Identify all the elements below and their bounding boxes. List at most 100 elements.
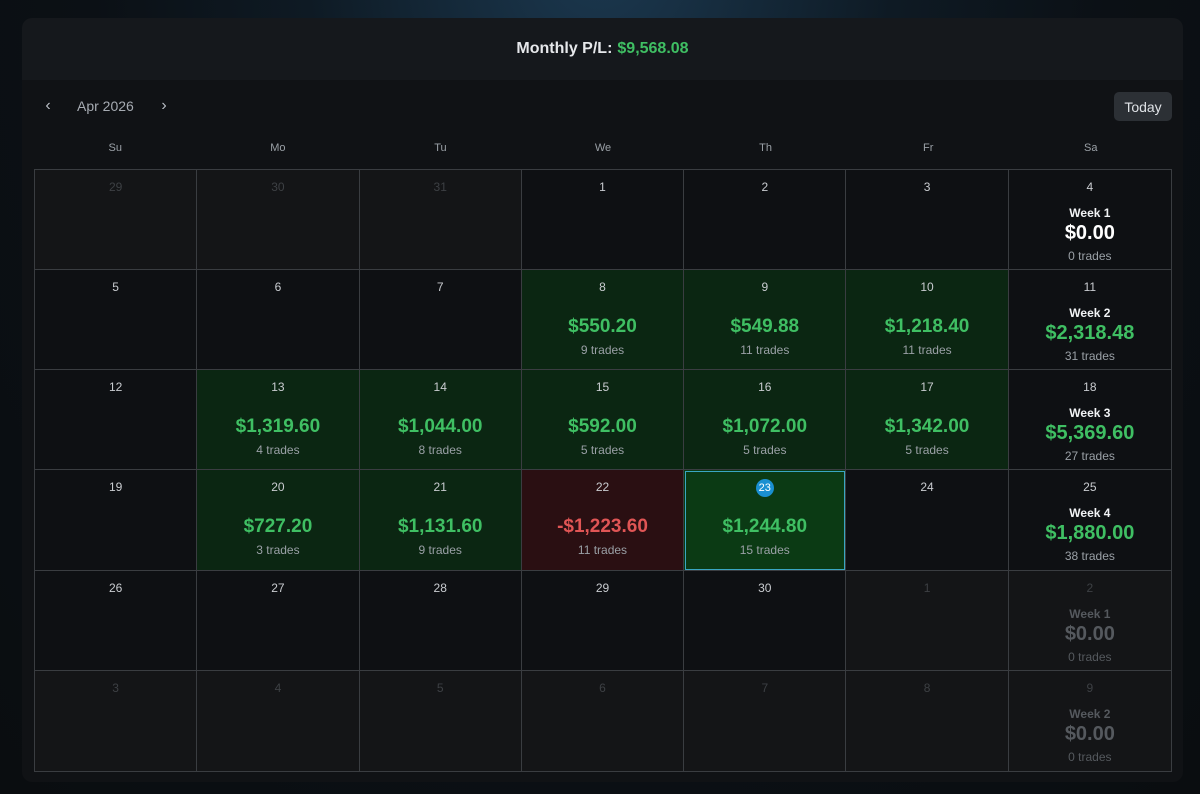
day-cell[interactable]: 9 $549.88 11 trades (684, 270, 847, 371)
week-summary-cell[interactable]: 4 Week 1 $0.00 0 trades (1008, 170, 1171, 271)
day-number: 6 (274, 280, 282, 295)
week-summary-cell[interactable]: 11 Week 2 $2,318.48 31 trades (1008, 270, 1171, 371)
day-trade-count: 11 trades (740, 343, 790, 358)
day-cell[interactable]: 31 (359, 170, 522, 271)
day-cell[interactable]: 8 (846, 670, 1009, 771)
day-number: 15 (595, 380, 610, 395)
current-month-label: Apr 2026 (77, 98, 134, 114)
day-number: 9 (761, 280, 769, 295)
day-number: 26 (108, 580, 123, 595)
week-pl-amount: $2,318.48 (1045, 322, 1135, 345)
day-cell[interactable]: 6 (521, 670, 685, 771)
day-cell[interactable]: 3 (35, 670, 198, 771)
day-cell[interactable]: 10 $1,218.40 11 trades (846, 270, 1009, 371)
day-cell[interactable]: 30 (197, 170, 360, 271)
day-cell[interactable]: 30 (684, 570, 847, 671)
week-summary-cell[interactable]: 25 Week 4 $1,880.00 38 trades (1008, 470, 1171, 571)
day-cell[interactable]: 29 (35, 170, 198, 271)
day-cell[interactable]: 2 (684, 170, 847, 271)
day-cell[interactable]: 13 $1,319.60 4 trades (197, 370, 360, 471)
day-number: 8 (923, 680, 931, 695)
day-trade-count: 8 trades (418, 443, 462, 458)
day-cell[interactable]: 15 $592.00 5 trades (521, 370, 685, 471)
day-cell[interactable]: 20 $727.20 3 trades (197, 470, 360, 571)
day-pl-amount: $1,319.60 (235, 416, 321, 438)
day-cell[interactable]: 21 $1,131.60 9 trades (359, 470, 522, 571)
day-cell[interactable]: 26 (35, 570, 198, 671)
week-summary-cell[interactable]: 9 Week 2 $0.00 0 trades (1008, 670, 1171, 771)
day-cell[interactable]: 17 $1,342.00 5 trades (846, 370, 1009, 471)
monthly-pl-header: Monthly P/L: $9,568.08 (22, 18, 1183, 80)
week-pl-amount: $1,880.00 (1045, 522, 1135, 545)
day-number: 4 (1086, 180, 1094, 194)
day-number: 17 (920, 380, 934, 395)
day-cell[interactable]: 1 (521, 170, 685, 271)
day-trade-count: 9 trades (418, 543, 462, 558)
day-cell[interactable]: 22 -$1,223.60 11 trades (521, 470, 685, 571)
day-trade-count: 9 trades (580, 343, 625, 358)
week-summary-cell[interactable]: 18 Week 3 $5,369.60 27 trades (1008, 370, 1171, 471)
day-number: 14 (433, 380, 447, 395)
day-cell[interactable]: 3 (846, 170, 1009, 271)
day-number: 13 (271, 380, 285, 395)
calendar-panel: Monthly P/L: $9,568.08 ‹ Apr 2026 › Toda… (22, 18, 1183, 782)
today-badge: 23 (755, 479, 774, 498)
week-label: Week 1 (1069, 206, 1111, 220)
day-number: 31 (433, 180, 447, 194)
week-label: Week 2 (1069, 306, 1111, 321)
weekday-label: Fr (922, 142, 934, 154)
week-trade-count: 0 trades (1068, 249, 1112, 263)
day-cell[interactable]: 12 (35, 370, 198, 471)
day-trade-count: 4 trades (256, 443, 300, 458)
day-cell-today[interactable]: 23 $1,244.80 15 trades (684, 470, 847, 571)
week-trade-count: 31 trades (1064, 349, 1115, 364)
day-number: 21 (433, 480, 447, 495)
day-cell[interactable]: 5 (359, 670, 522, 771)
week-trade-count: 27 trades (1064, 449, 1115, 464)
day-pl-amount: $1,072.00 (722, 416, 808, 438)
chevron-left-icon[interactable]: ‹ (45, 97, 51, 114)
day-number: 22 (595, 480, 610, 495)
weekday-label: Sa (1084, 142, 1098, 154)
calendar-toolbar: ‹ Apr 2026 › Today (22, 92, 1183, 122)
week-trade-count: 0 trades (1068, 649, 1112, 664)
day-cell[interactable]: 27 (197, 570, 360, 671)
day-trade-count: 5 trades (743, 443, 787, 458)
day-cell[interactable]: 4 (197, 670, 360, 771)
day-cell[interactable]: 7 (359, 270, 522, 371)
day-cell[interactable]: 24 (846, 470, 1009, 571)
day-cell[interactable]: 7 (684, 670, 847, 771)
day-cell[interactable]: 19 (35, 470, 198, 571)
day-cell[interactable]: 1 (846, 570, 1009, 671)
day-cell[interactable]: 16 $1,072.00 5 trades (684, 370, 847, 471)
day-number: 7 (761, 680, 769, 695)
day-pl-amount: $550.20 (568, 316, 637, 338)
weekday-label: Th (759, 142, 773, 154)
weekday-header-row: Su Mo Tu We Th Fr Sa (34, 142, 1172, 154)
day-number: 19 (108, 480, 123, 495)
day-cell[interactable]: 29 (521, 570, 685, 671)
day-cell[interactable]: 6 (197, 270, 360, 371)
day-pl-amount: $1,342.00 (884, 416, 970, 438)
day-number: 8 (599, 280, 606, 295)
day-number: 7 (436, 280, 444, 295)
week-trade-count: 38 trades (1064, 549, 1115, 564)
day-pl-amount: $592.00 (568, 416, 637, 438)
day-number: 18 (1083, 380, 1097, 395)
day-number: 2 (761, 180, 769, 194)
day-trade-count: 5 trades (580, 443, 625, 458)
today-button[interactable]: Today (1114, 92, 1172, 121)
chevron-right-icon[interactable]: › (161, 97, 167, 114)
day-cell[interactable]: 14 $1,044.00 8 trades (359, 370, 522, 471)
day-cell[interactable]: 28 (359, 570, 522, 671)
day-cell[interactable]: 5 (35, 270, 198, 371)
day-number: 29 (108, 180, 123, 194)
monthly-pl-value: $9,568.08 (617, 40, 689, 57)
day-trade-count: 15 trades (739, 543, 790, 558)
week-summary-cell[interactable]: 2 Week 1 $0.00 0 trades (1008, 570, 1171, 671)
day-number: 29 (595, 580, 610, 595)
day-cell[interactable]: 8 $550.20 9 trades (521, 270, 685, 371)
day-number: 24 (920, 480, 934, 495)
day-trade-count: 11 trades (902, 343, 952, 358)
weekday-label: Tu (434, 142, 447, 154)
